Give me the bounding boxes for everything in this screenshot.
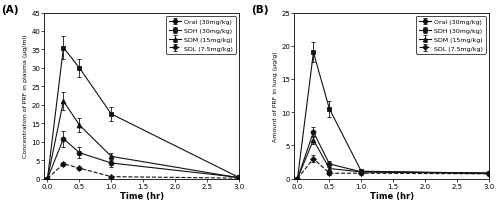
Legend: Oral (30mg/kg), SDH (30mg/kg), SDM (15mg/kg), SDL (7.5mg/kg): Oral (30mg/kg), SDH (30mg/kg), SDM (15mg… [416, 16, 486, 54]
Text: (A): (A) [2, 5, 19, 15]
Text: (B): (B) [252, 5, 269, 15]
Y-axis label: Concentration of PRF in plasma (μg/ml): Concentration of PRF in plasma (μg/ml) [24, 35, 28, 158]
Legend: Oral (30mg/kg), SDH (30mg/kg), SDM (15mg/kg), SDL (7.5mg/kg): Oral (30mg/kg), SDH (30mg/kg), SDM (15mg… [166, 16, 236, 54]
Y-axis label: Amount of PRF in lung (μg/g): Amount of PRF in lung (μg/g) [274, 51, 278, 141]
X-axis label: Time (hr): Time (hr) [120, 192, 164, 200]
X-axis label: Time (hr): Time (hr) [370, 192, 414, 200]
